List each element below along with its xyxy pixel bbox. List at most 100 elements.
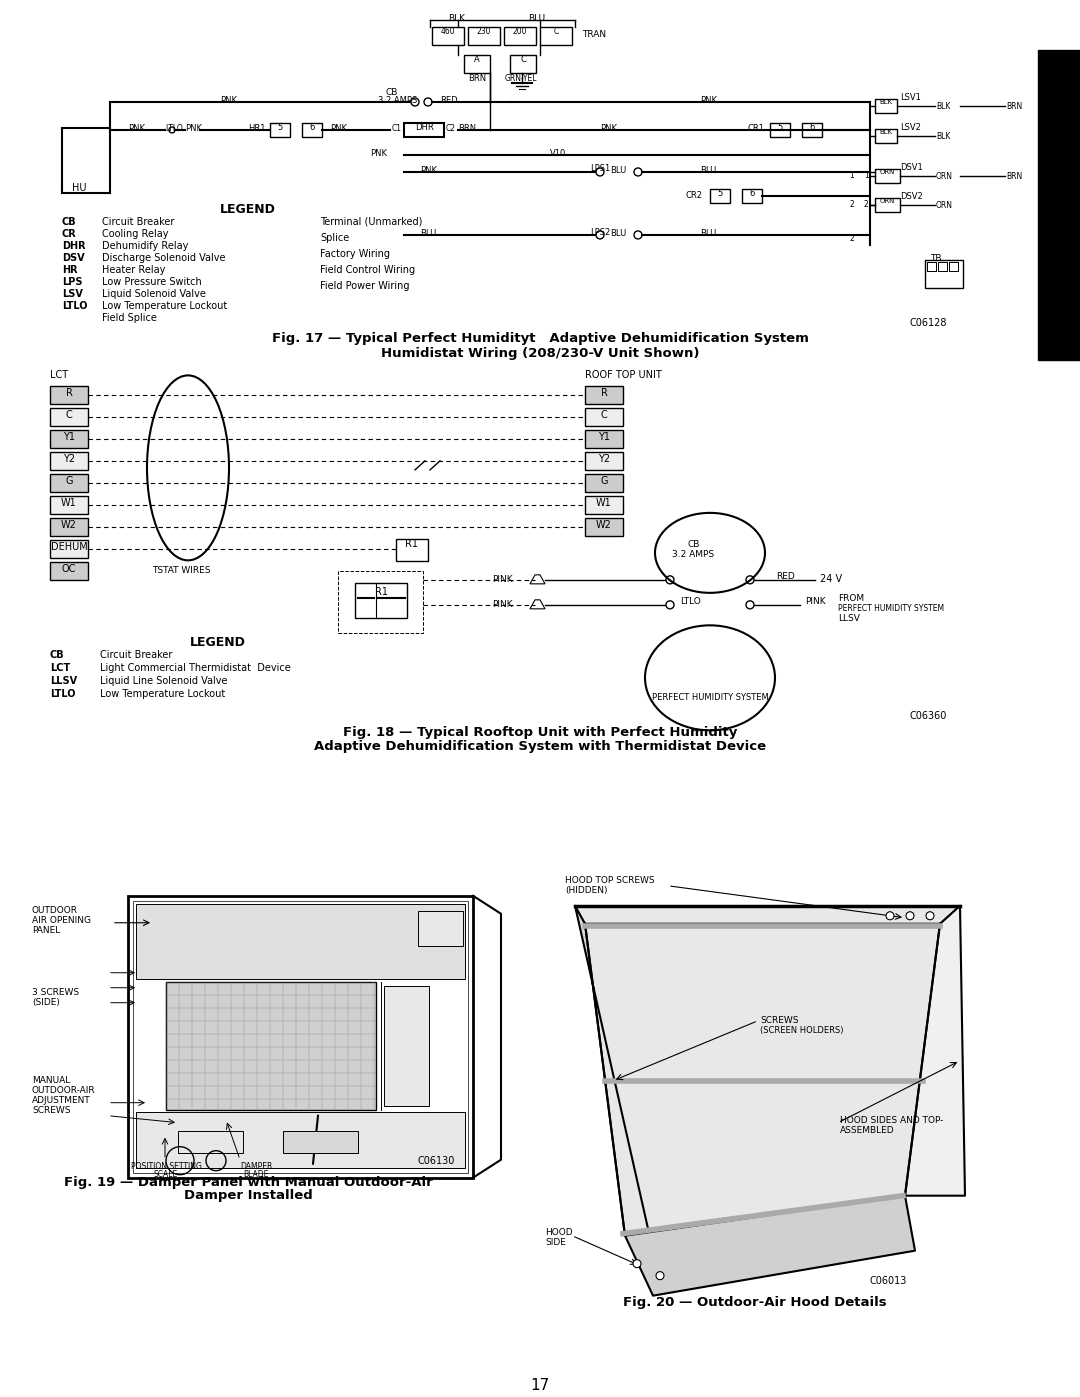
Text: Liquid Line Solenoid Valve: Liquid Line Solenoid Valve xyxy=(100,676,228,686)
Bar xyxy=(1038,50,1080,360)
Text: Y1: Y1 xyxy=(598,432,610,441)
Bar xyxy=(875,129,897,142)
Bar xyxy=(504,27,536,45)
Text: Splice: Splice xyxy=(320,233,349,243)
Text: LPS1: LPS1 xyxy=(590,163,610,173)
Bar xyxy=(50,408,87,426)
Text: (HIDDEN): (HIDDEN) xyxy=(565,886,607,894)
Bar xyxy=(50,562,87,580)
Bar xyxy=(924,260,963,288)
Text: Field Power Wiring: Field Power Wiring xyxy=(320,281,409,291)
Polygon shape xyxy=(575,905,960,923)
Text: 581B,C: 581B,C xyxy=(1050,172,1068,237)
Polygon shape xyxy=(530,599,545,609)
Text: Fig. 18 — Typical Rooftop Unit with Perfect Humidity: Fig. 18 — Typical Rooftop Unit with Perf… xyxy=(342,726,738,739)
Bar xyxy=(710,189,730,203)
Text: BLU: BLU xyxy=(610,229,626,237)
Text: HU: HU xyxy=(72,183,86,193)
Text: PNK: PNK xyxy=(370,149,387,158)
Text: LTLO: LTLO xyxy=(680,597,701,606)
Text: Factory Wiring: Factory Wiring xyxy=(320,249,390,258)
Bar xyxy=(585,474,623,492)
Text: G: G xyxy=(600,476,608,486)
Text: LTLO: LTLO xyxy=(50,689,76,698)
Text: BLU: BLU xyxy=(700,166,716,175)
Text: C06128: C06128 xyxy=(910,319,947,328)
Text: BLU: BLU xyxy=(528,14,545,22)
Bar xyxy=(384,986,429,1105)
Bar xyxy=(875,99,897,113)
Text: Field Splice: Field Splice xyxy=(102,313,157,323)
Bar xyxy=(802,123,822,137)
Text: POSITION SETTING: POSITION SETTING xyxy=(131,1162,202,1171)
Text: SCREWS: SCREWS xyxy=(32,1105,70,1115)
Text: DEHUM: DEHUM xyxy=(51,542,87,552)
Text: BLK: BLK xyxy=(936,102,950,110)
Text: 17: 17 xyxy=(530,1377,550,1393)
Text: PNK: PNK xyxy=(420,166,437,175)
Bar xyxy=(50,496,87,514)
Text: ADJUSTMENT: ADJUSTMENT xyxy=(32,1095,91,1105)
Text: Discharge Solenoid Valve: Discharge Solenoid Valve xyxy=(102,253,226,263)
Text: C: C xyxy=(66,409,72,420)
Text: 3 SCREWS: 3 SCREWS xyxy=(32,988,79,996)
Text: C: C xyxy=(521,54,526,64)
Polygon shape xyxy=(625,1196,915,1295)
Bar xyxy=(166,982,376,1109)
Text: 6: 6 xyxy=(309,123,314,131)
Text: Dehumidify Relay: Dehumidify Relay xyxy=(102,240,188,251)
Bar xyxy=(540,27,572,45)
Text: Circuit Breaker: Circuit Breaker xyxy=(100,650,173,659)
Text: BRN: BRN xyxy=(458,124,476,133)
Text: CB: CB xyxy=(688,539,700,549)
Bar xyxy=(949,261,958,271)
Text: W2: W2 xyxy=(596,520,612,529)
Circle shape xyxy=(656,1271,664,1280)
Bar xyxy=(939,261,947,271)
Text: LSV2: LSV2 xyxy=(900,123,921,131)
Text: Low Temperature Lockout: Low Temperature Lockout xyxy=(100,689,226,698)
Bar xyxy=(927,261,936,271)
Bar xyxy=(770,123,789,137)
Text: LTLO: LTLO xyxy=(165,124,183,133)
Text: 5: 5 xyxy=(717,189,723,198)
Text: 230: 230 xyxy=(476,27,491,36)
Text: OUTDOOR: OUTDOOR xyxy=(32,905,78,915)
Text: TRAN: TRAN xyxy=(582,29,606,39)
Text: DHR: DHR xyxy=(415,123,433,131)
Text: DAMPER: DAMPER xyxy=(240,1162,272,1171)
Text: MANUAL: MANUAL xyxy=(32,1076,70,1084)
Text: V10: V10 xyxy=(550,149,566,158)
Text: Circuit Breaker: Circuit Breaker xyxy=(102,217,174,226)
Text: CR2: CR2 xyxy=(686,191,703,200)
Text: 5: 5 xyxy=(778,123,783,131)
Bar xyxy=(742,189,762,203)
Text: BLADE: BLADE xyxy=(243,1169,269,1179)
Circle shape xyxy=(886,912,894,919)
Bar xyxy=(178,1130,243,1153)
Text: Low Temperature Lockout: Low Temperature Lockout xyxy=(102,300,227,312)
Bar xyxy=(50,386,87,404)
Text: LLSV: LLSV xyxy=(838,613,860,623)
Text: ORN: ORN xyxy=(879,198,894,204)
Text: OUTDOOR-AIR: OUTDOOR-AIR xyxy=(32,1085,96,1095)
Text: Field Control Wiring: Field Control Wiring xyxy=(320,265,415,275)
Bar xyxy=(396,539,428,560)
Bar xyxy=(136,1112,465,1168)
Text: LPS2: LPS2 xyxy=(590,228,610,237)
Bar xyxy=(927,261,936,271)
Text: Cooling Relay: Cooling Relay xyxy=(102,229,168,239)
Text: 24 V: 24 V xyxy=(820,574,842,584)
Text: RED: RED xyxy=(440,96,458,105)
Text: W1: W1 xyxy=(596,497,612,509)
Text: LSV1: LSV1 xyxy=(900,94,921,102)
Text: SCREWS: SCREWS xyxy=(760,1016,798,1025)
Bar xyxy=(50,430,87,448)
Text: LEGEND: LEGEND xyxy=(190,636,246,648)
Text: C06360: C06360 xyxy=(910,711,947,721)
Text: LCT: LCT xyxy=(50,662,70,673)
Text: C06130: C06130 xyxy=(418,1155,456,1165)
Text: PNK: PNK xyxy=(600,124,617,133)
Text: C1: C1 xyxy=(392,124,402,133)
Bar xyxy=(585,496,623,514)
